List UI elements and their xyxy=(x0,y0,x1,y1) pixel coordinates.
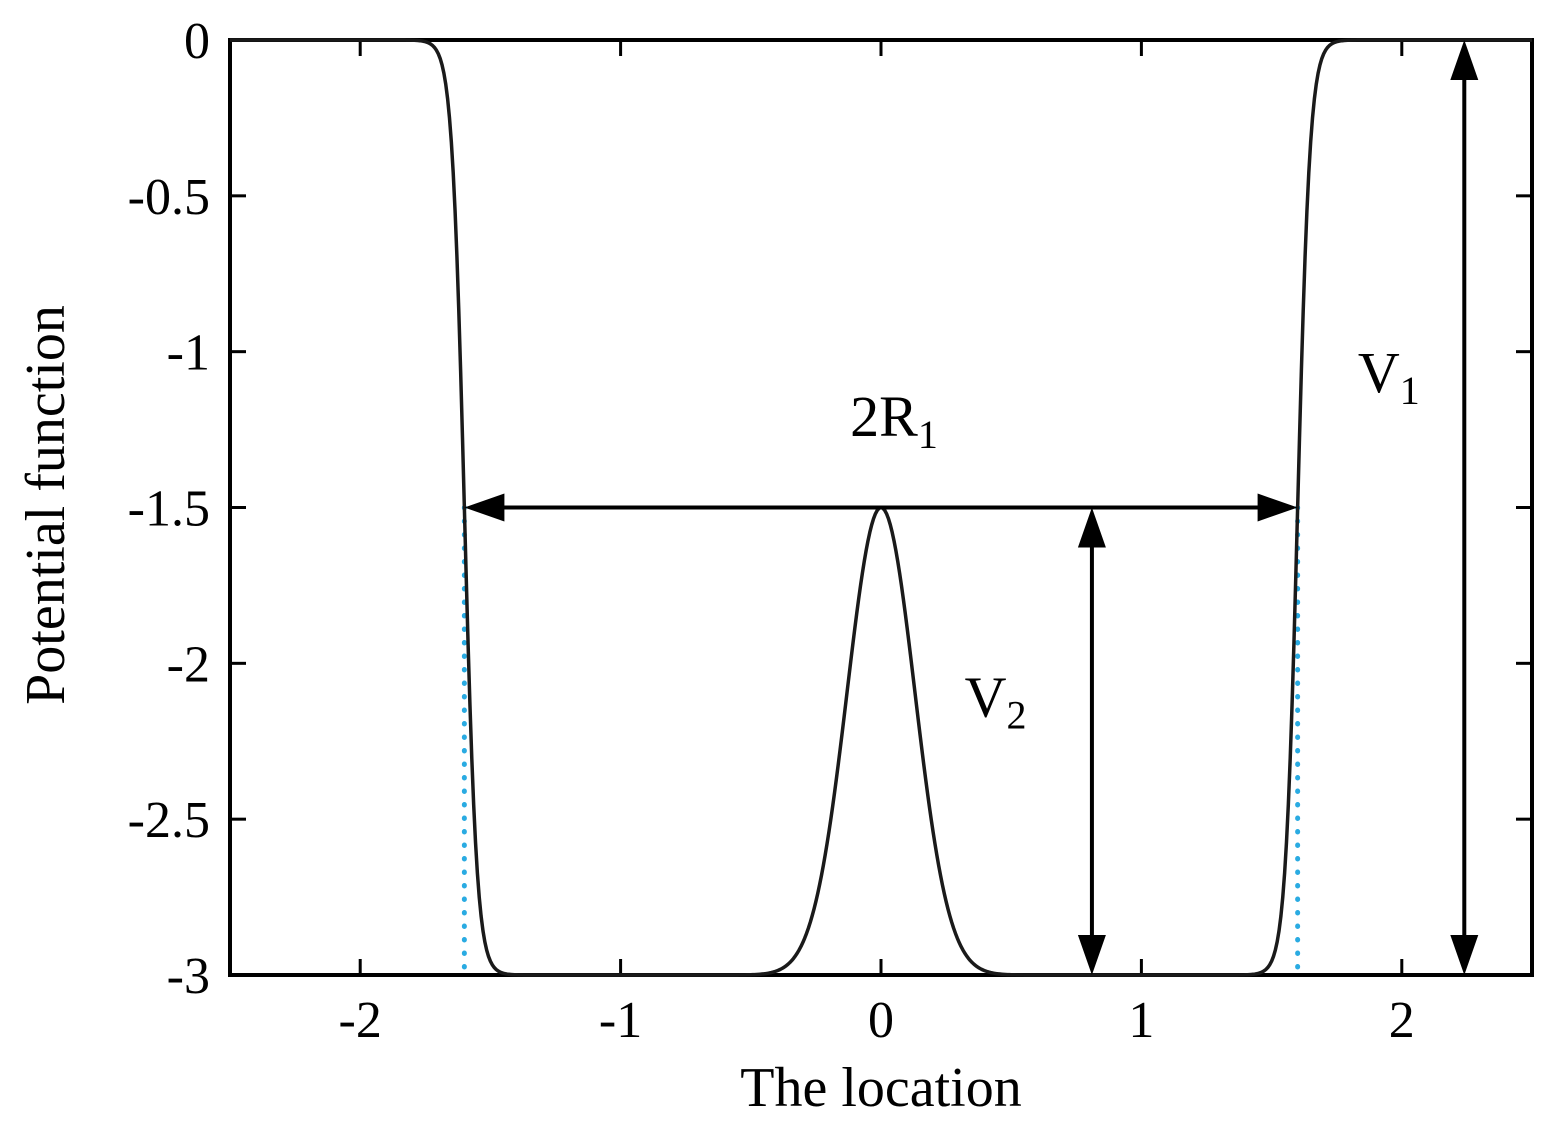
y-tick-label: -1 xyxy=(167,325,210,382)
annotation-arrow-2R1-arrowhead xyxy=(1257,493,1298,522)
y-tick-label: -0.5 xyxy=(128,169,210,226)
y-tick-label: -2 xyxy=(167,636,210,693)
annotation-arrow-V2-arrowhead xyxy=(1077,935,1106,975)
y-tick-label: -1.5 xyxy=(128,481,210,538)
y-axis-label: Potential function xyxy=(15,305,77,705)
annotation-arrow-V2-arrowhead xyxy=(1077,507,1106,548)
x-tick-label: 2 xyxy=(1389,992,1415,1049)
x-tick-label: -1 xyxy=(599,992,642,1049)
annotation-arrow-V1-arrowhead xyxy=(1450,935,1479,975)
y-tick-label: -3 xyxy=(167,948,210,1005)
x-tick-label: 0 xyxy=(868,992,894,1049)
x-axis-label: The location xyxy=(740,1057,1022,1119)
y-tick-label: 0 xyxy=(184,13,210,70)
x-tick-label: 1 xyxy=(1128,992,1154,1049)
annotation-arrow-2R1-arrowhead xyxy=(464,493,505,522)
annotation-arrow-V1-arrowhead xyxy=(1450,40,1479,80)
y-tick-label: -2.5 xyxy=(128,792,210,849)
x-tick-label: -2 xyxy=(339,992,382,1049)
annotation-label-2R1: 2R1 xyxy=(850,384,938,457)
